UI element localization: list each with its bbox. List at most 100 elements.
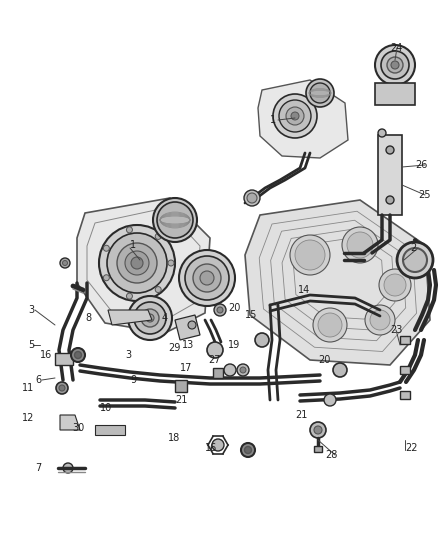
Text: 16: 16	[205, 443, 217, 453]
Circle shape	[273, 94, 317, 138]
Bar	[314, 446, 322, 452]
Circle shape	[103, 245, 110, 251]
Circle shape	[313, 308, 347, 342]
Circle shape	[103, 274, 110, 281]
Circle shape	[71, 348, 85, 362]
Circle shape	[74, 351, 81, 359]
Text: 15: 15	[245, 310, 258, 320]
Text: 3: 3	[125, 350, 131, 360]
Polygon shape	[245, 200, 430, 365]
Circle shape	[255, 333, 269, 347]
Circle shape	[403, 248, 427, 272]
Circle shape	[188, 321, 196, 329]
Circle shape	[286, 107, 304, 125]
Circle shape	[179, 250, 235, 306]
Circle shape	[155, 233, 161, 239]
Bar	[213, 368, 223, 378]
Circle shape	[333, 363, 347, 377]
Text: 5: 5	[28, 340, 34, 350]
Circle shape	[240, 367, 246, 373]
Circle shape	[384, 274, 406, 296]
Polygon shape	[60, 415, 80, 430]
Circle shape	[241, 443, 255, 457]
Text: 26: 26	[415, 160, 427, 170]
Circle shape	[324, 394, 336, 406]
Circle shape	[56, 382, 68, 394]
Circle shape	[306, 79, 334, 107]
Text: 22: 22	[405, 443, 417, 453]
Circle shape	[381, 51, 409, 79]
Text: 14: 14	[298, 285, 310, 295]
Circle shape	[153, 198, 197, 242]
Text: 23: 23	[390, 325, 403, 335]
Text: 13: 13	[182, 340, 194, 350]
Text: 27: 27	[208, 355, 220, 365]
Circle shape	[347, 232, 373, 258]
Text: 6: 6	[35, 375, 41, 385]
Circle shape	[318, 313, 342, 337]
Text: 16: 16	[40, 350, 52, 360]
Circle shape	[386, 146, 394, 154]
Text: 21: 21	[295, 410, 307, 420]
Text: 8: 8	[85, 313, 91, 323]
Circle shape	[212, 439, 224, 451]
Text: 2: 2	[410, 243, 416, 253]
Text: 1: 1	[270, 115, 276, 125]
Circle shape	[342, 227, 378, 263]
Bar	[175, 380, 187, 392]
Circle shape	[185, 256, 229, 300]
Circle shape	[370, 310, 390, 330]
Circle shape	[59, 385, 65, 391]
Polygon shape	[108, 310, 152, 325]
Circle shape	[279, 100, 311, 132]
Circle shape	[168, 260, 174, 266]
Bar	[55, 353, 73, 365]
Text: 20: 20	[228, 303, 240, 313]
Bar	[400, 391, 410, 399]
Text: 25: 25	[418, 190, 431, 200]
Circle shape	[125, 251, 149, 275]
Text: 10: 10	[100, 403, 112, 413]
Circle shape	[247, 193, 257, 203]
Text: 7: 7	[35, 463, 41, 473]
Circle shape	[99, 225, 175, 301]
Circle shape	[131, 257, 143, 269]
Polygon shape	[175, 315, 200, 340]
Text: 1: 1	[130, 240, 136, 250]
Circle shape	[134, 302, 166, 334]
Circle shape	[127, 293, 132, 299]
Text: 30: 30	[72, 423, 84, 433]
Circle shape	[157, 202, 193, 238]
Circle shape	[63, 463, 73, 473]
Bar	[95, 425, 125, 435]
Text: 21: 21	[175, 395, 187, 405]
Text: 12: 12	[22, 413, 34, 423]
Circle shape	[244, 447, 251, 454]
Circle shape	[295, 240, 325, 270]
Circle shape	[379, 269, 411, 301]
Circle shape	[310, 422, 326, 438]
Circle shape	[214, 304, 226, 316]
Text: 28: 28	[325, 450, 337, 460]
Circle shape	[387, 57, 403, 73]
Bar	[375, 83, 415, 105]
Text: 18: 18	[168, 433, 180, 443]
Text: 20: 20	[318, 355, 330, 365]
Circle shape	[128, 296, 172, 340]
Circle shape	[291, 112, 299, 120]
Circle shape	[141, 309, 159, 327]
Text: 3: 3	[28, 305, 34, 315]
Circle shape	[155, 287, 161, 293]
Text: 17: 17	[180, 363, 192, 373]
Circle shape	[237, 364, 249, 376]
Text: 4: 4	[162, 313, 168, 323]
Circle shape	[310, 83, 330, 103]
Circle shape	[375, 45, 415, 85]
Circle shape	[397, 242, 433, 278]
Text: 9: 9	[130, 375, 136, 385]
Circle shape	[146, 314, 154, 322]
Circle shape	[60, 258, 70, 268]
Circle shape	[107, 233, 167, 293]
Circle shape	[314, 426, 322, 434]
Text: 11: 11	[22, 383, 34, 393]
